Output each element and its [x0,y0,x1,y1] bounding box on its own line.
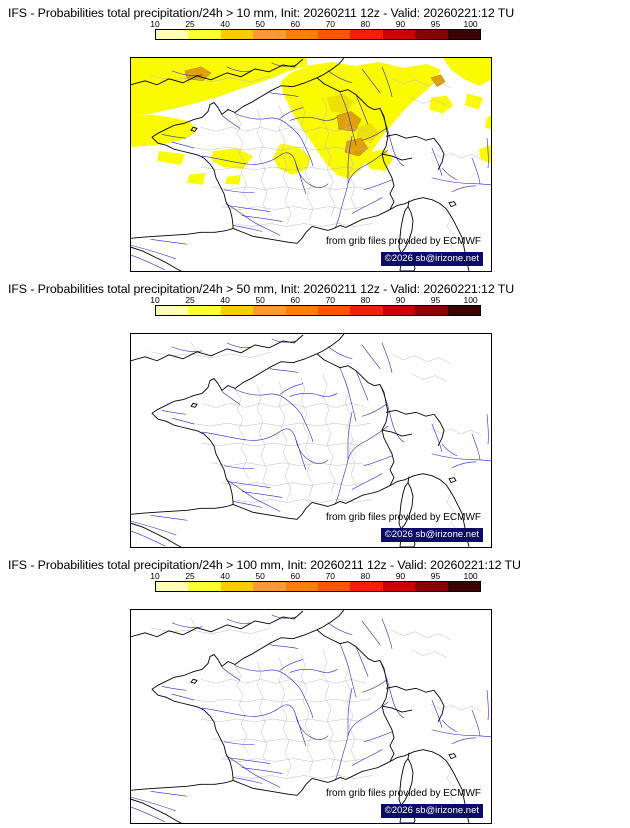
colorbar-tick: 95 [430,19,441,29]
map-panel: from grib files provided by ECMWF ©2026 … [130,333,492,548]
colorbar-tick: 100 [463,295,478,305]
colorbar-segment [447,30,481,39]
colorbar-tick: 50 [255,19,265,29]
credit-copyright: ©2026 sb@irizone.net [380,252,483,266]
colorbar-ticks: 10 25 40 50 60 70 80 90 95 100 [150,19,481,29]
credit-provider: from grib files provided by ECMWF [325,236,481,247]
colorbar-tick: 50 [255,571,265,581]
colorbar-segment [253,306,286,315]
colorbar-segment [382,306,416,315]
colorbar-segment [382,30,416,39]
colorbar-tick: 60 [290,295,300,305]
colorbar-segment [188,582,221,591]
colorbar-segment [220,582,254,591]
colorbar-tick: 50 [255,295,265,305]
colorbar-segment [415,30,448,39]
credit-copyright: ©2026 sb@irizone.net [380,804,483,818]
forecast-panel-100mm: IFS - Probabilities total precipitation/… [0,552,630,828]
colorbar-tick: 70 [325,571,336,581]
colorbar-tick: 95 [430,295,441,305]
colorbar-tick: 60 [290,19,300,29]
colorbar-tick: 70 [325,19,336,29]
colorbar-tick: 60 [290,571,300,581]
colorbar-tick: 40 [220,295,230,305]
colorbar-segment [253,30,286,39]
colorbar-gradient [155,581,481,592]
colorbar-gradient [155,29,481,40]
colorbar: 10 25 40 50 60 70 80 90 95 100 [150,19,481,40]
colorbar-tick: 10 [150,571,160,581]
colorbar-tick: 90 [395,19,406,29]
credit-provider: from grib files provided by ECMWF [325,512,481,523]
colorbar-segment [285,582,319,591]
panel-title: IFS - Probabilities total precipitation/… [8,282,515,296]
panel-title: IFS - Probabilities total precipitation/… [8,6,515,20]
colorbar-tick: 25 [185,295,195,305]
colorbar-segment [253,582,286,591]
colorbar-tick: 25 [185,571,195,581]
forecast-panel-50mm: IFS - Probabilities total precipitation/… [0,276,630,552]
colorbar-ticks: 10 25 40 50 60 70 80 90 95 100 [150,295,481,305]
colorbar-tick: 40 [220,571,230,581]
colorbar-tick: 10 [150,295,160,305]
colorbar-segment [350,582,383,591]
colorbar-tick: 40 [220,19,230,29]
colorbar-tick: 100 [463,571,478,581]
colorbar-tick: 80 [360,571,371,581]
colorbar-segment [285,30,319,39]
colorbar-tick: 95 [430,571,441,581]
colorbar-segment [382,582,416,591]
map-panel: from grib files provided by ECMWF ©2026 … [130,57,492,272]
colorbar-segment [447,582,481,591]
colorbar: 10 25 40 50 60 70 80 90 95 100 [150,571,481,592]
colorbar-tick: 100 [463,19,478,29]
colorbar-segment [220,306,254,315]
colorbar-gradient [155,305,481,316]
colorbar-tick: 10 [150,19,160,29]
colorbar-segment [415,582,448,591]
colorbar-segment [447,306,481,315]
colorbar-segment [156,306,189,315]
map-panel: from grib files provided by ECMWF ©2026 … [130,609,492,824]
colorbar-segment [285,306,319,315]
colorbar-tick: 90 [395,295,406,305]
colorbar-tick: 80 [360,295,371,305]
colorbar-segment [318,582,351,591]
colorbar-segment [188,306,221,315]
colorbar-segment [350,306,383,315]
colorbar-segment [156,582,189,591]
colorbar-segment [318,30,351,39]
colorbar-tick: 25 [185,19,195,29]
colorbar-segment [350,30,383,39]
colorbar-segment [220,30,254,39]
colorbar-ticks: 10 25 40 50 60 70 80 90 95 100 [150,571,481,581]
forecast-panel-10mm: IFS - Probabilities total precipitation/… [0,0,630,276]
colorbar-segment [415,306,448,315]
colorbar-segment [318,306,351,315]
colorbar-tick: 80 [360,19,371,29]
colorbar-tick: 90 [395,571,406,581]
credit-provider: from grib files provided by ECMWF [325,788,481,799]
colorbar-segment [188,30,221,39]
colorbar-tick: 70 [325,295,336,305]
credit-copyright: ©2026 sb@irizone.net [380,528,483,542]
panel-title: IFS - Probabilities total precipitation/… [8,558,521,572]
colorbar-segment [156,30,189,39]
colorbar: 10 25 40 50 60 70 80 90 95 100 [150,295,481,316]
